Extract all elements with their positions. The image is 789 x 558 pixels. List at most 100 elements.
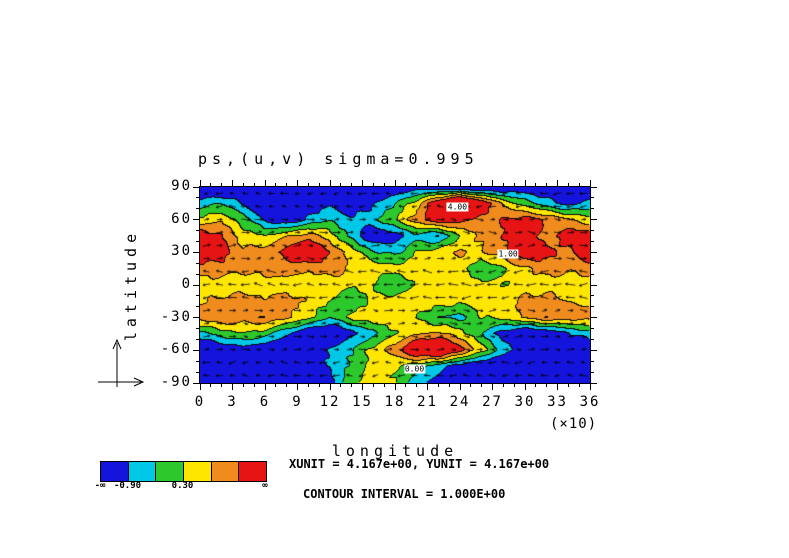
y-axis-tick-right [591, 338, 594, 340]
x-axis-tick [362, 384, 363, 390]
x-tick-label: 15 [352, 394, 373, 410]
x-tick-label: 30 [514, 394, 536, 410]
x-axis-tick [448, 384, 450, 387]
x-axis-tick [416, 384, 418, 387]
x-axis-tick [318, 384, 320, 387]
y-axis-tick [193, 219, 199, 221]
x-axis-tick [383, 384, 385, 387]
y-axis-tick-right [591, 273, 594, 275]
x-axis-tick [329, 384, 331, 390]
x-axis-tick [242, 384, 244, 387]
x-axis-tick [513, 384, 515, 387]
x-tick-label: 6 [259, 394, 271, 410]
contour-value-label: 4.00 [446, 202, 469, 212]
x-axis-tick [502, 384, 504, 387]
y-tick-label: -30 [160, 308, 192, 325]
y-axis-tick-right [591, 208, 594, 210]
y-tick-label: -90 [160, 374, 192, 390]
y-axis-tick-right [591, 349, 597, 351]
x-axis-tick-top [394, 180, 396, 186]
y-axis-tick [196, 262, 199, 264]
x-axis-tick [492, 384, 493, 390]
x-axis-tick-top [199, 180, 201, 186]
x-tick-label: 33 [547, 394, 568, 410]
x-axis-tick [286, 384, 288, 387]
x-tick-label: 9 [292, 394, 303, 410]
y-tick-label: 30 [171, 243, 192, 260]
colorbar-segment [183, 462, 211, 481]
x-axis-tick [546, 384, 548, 387]
x-axis-tick [199, 384, 201, 390]
y-axis-tick-right [591, 230, 594, 232]
y-axis-tick-right [591, 317, 597, 319]
y-axis-tick [196, 328, 199, 330]
y-axis-tick-right [591, 328, 594, 330]
x-tick-label: 3 [227, 394, 238, 410]
plot-area: 4.00 1.00 0.00 [199, 186, 591, 384]
x-axis-tick-top [286, 183, 288, 186]
y-axis-tick-right [591, 240, 594, 242]
x-axis-tick-top [362, 180, 363, 186]
x-axis-tick [470, 384, 472, 387]
y-axis-label: latitude [122, 228, 140, 342]
x-tick-label: 0 [194, 394, 206, 410]
x-axis-tick-top [546, 183, 548, 186]
x-axis-tick-top [502, 183, 504, 186]
x-axis-tick [264, 384, 266, 390]
x-axis-tick-top [242, 183, 244, 186]
y-axis-tick [196, 295, 199, 297]
x-axis-tick-top [232, 180, 233, 186]
x-axis-tick-top [340, 183, 342, 186]
x-axis-tick-top [307, 183, 309, 186]
colorbar-segment [238, 462, 267, 481]
x-axis-tick-top [210, 183, 212, 186]
x-axis-tick-top [329, 180, 331, 186]
y-axis-tick [193, 382, 199, 384]
colorbar-segment [127, 462, 156, 481]
x-axis-tick [524, 384, 526, 390]
y-axis-tick-right [591, 251, 597, 253]
y-axis-tick [196, 240, 199, 242]
colorbar-segment [101, 462, 128, 481]
y-tick-label: 90 [171, 178, 192, 194]
contour-labels: 4.00 1.00 0.00 [200, 187, 590, 383]
y-axis-tick [193, 349, 199, 351]
contour-interval-annotation: CONTOUR INTERVAL = 1.000E+00 [303, 487, 506, 501]
contour-value-label: 1.00 [497, 249, 519, 259]
x-axis-tick [567, 384, 569, 387]
y-axis-tick-right [591, 360, 594, 362]
x-axis-tick [405, 384, 407, 387]
y-axis-tick [196, 338, 199, 340]
x-axis-tick-top [264, 180, 266, 186]
units-annotation: XUNIT = 4.167e+00, YUNIT = 4.167e+00 [289, 457, 550, 471]
x-axis-tick-top [221, 183, 223, 186]
chart-title: ps,(u,v) sigma=0.995 [198, 150, 479, 168]
y-axis-tick [193, 251, 199, 253]
x-axis-label: longitude [331, 442, 459, 460]
x-axis-tick-top [405, 183, 407, 186]
y-axis-tick-right [591, 371, 594, 373]
x-axis-tick [557, 384, 558, 390]
x-axis-tick [221, 384, 223, 387]
x-axis-tick-top [318, 183, 320, 186]
y-tick-label: 60 [171, 210, 192, 227]
x-tick-label: 21 [417, 394, 438, 410]
y-axis-tick [193, 284, 199, 286]
y-axis-tick-right [591, 382, 597, 384]
y-tick-label: 0 [181, 276, 192, 292]
colorbar [100, 461, 267, 482]
colorbar-segment [155, 462, 184, 481]
x-axis-tick-top [470, 183, 472, 186]
x-scale-note: (×10) [550, 416, 598, 432]
x-axis-tick [481, 384, 483, 387]
x-axis-tick-top [253, 183, 255, 186]
x-axis-tick [394, 384, 396, 390]
x-axis-tick-top [275, 183, 277, 186]
x-axis-tick-top [492, 180, 493, 186]
y-tick-label: -60 [160, 341, 192, 358]
x-axis-tick-top [578, 183, 580, 186]
y-axis-tick [196, 360, 199, 362]
x-axis-tick-top [427, 180, 428, 186]
colorbar-right-end-label: ∞ [262, 481, 268, 491]
